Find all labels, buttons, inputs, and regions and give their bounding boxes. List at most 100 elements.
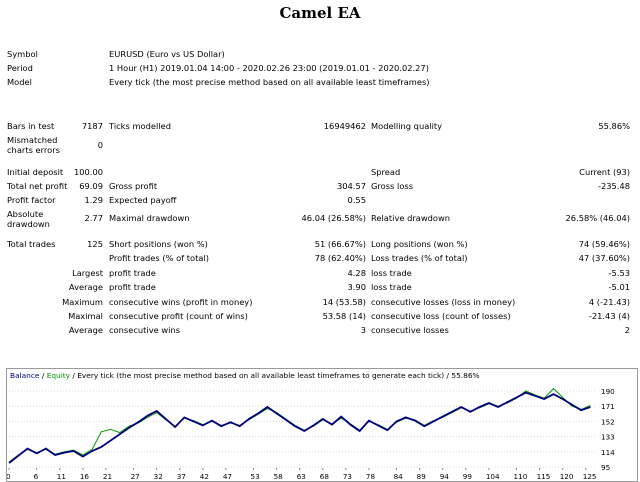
absolute-drawdown-label-1: Absolute bbox=[7, 209, 44, 219]
x-tick-label: 27 bbox=[131, 472, 140, 481]
ticks-label: Ticks modelled bbox=[109, 121, 171, 131]
x-tick-label: 0 bbox=[7, 472, 11, 481]
net-profit-value: 69.09 bbox=[79, 181, 103, 191]
x-tick-label: 37 bbox=[177, 472, 186, 481]
short-positions-value: 51 (66.67%) bbox=[314, 239, 366, 249]
maximal-consecutive-loss-label: consecutive loss (count of losses) bbox=[371, 311, 511, 321]
period-label: Period bbox=[7, 63, 33, 73]
x-tick-label: 84 bbox=[394, 472, 404, 481]
average-profit-label: profit trade bbox=[109, 282, 156, 292]
deposit-value: 100.00 bbox=[73, 167, 103, 177]
maximum-label: Maximum bbox=[62, 297, 103, 307]
x-tick-label: 11 bbox=[57, 472, 66, 481]
average-profit-value: 3.90 bbox=[347, 282, 366, 292]
gross-profit-value: 304.57 bbox=[336, 181, 366, 191]
deposit-label: Initial deposit bbox=[7, 167, 64, 177]
legend-description: / Every tick (the most precise method ba… bbox=[70, 371, 480, 380]
x-tick-label: 120 bbox=[560, 472, 574, 481]
x-tick-label: 89 bbox=[417, 472, 427, 481]
profit-trades-value: 78 (62.40%) bbox=[314, 253, 366, 263]
x-tick-label: 6 bbox=[34, 472, 39, 481]
max-consecutive-wins-value: 14 (53.58) bbox=[322, 297, 366, 307]
balance-line bbox=[8, 391, 591, 464]
x-tick-label: 78 bbox=[366, 472, 376, 481]
loss-trades-label: Loss trades (% of total) bbox=[371, 253, 468, 263]
spread-label: Spread bbox=[371, 167, 401, 177]
relative-drawdown-value: 26.58% (46.04) bbox=[565, 213, 631, 223]
model-label: Model bbox=[7, 77, 32, 87]
x-tick-label: 104 bbox=[486, 472, 500, 481]
x-tick-label: 16 bbox=[80, 472, 90, 481]
expected-payoff-value: 0.55 bbox=[347, 195, 366, 205]
y-tick-label: 133 bbox=[601, 433, 615, 442]
profit-trades-label: Profit trades (% of total) bbox=[109, 253, 209, 263]
ticks-value: 16949462 bbox=[323, 121, 366, 131]
legend-equity: Equity bbox=[46, 371, 71, 380]
x-tick-label: 125 bbox=[583, 472, 597, 481]
average-label: Average bbox=[68, 282, 103, 292]
gross-loss-value: -235.48 bbox=[597, 181, 630, 191]
legend-separator: / bbox=[39, 371, 47, 380]
absolute-drawdown-value: 2.77 bbox=[84, 213, 103, 223]
largest-loss-label: loss trade bbox=[371, 268, 412, 278]
x-tick-label: 32 bbox=[154, 472, 163, 481]
y-tick-label: 171 bbox=[601, 402, 615, 411]
relative-drawdown-label: Relative drawdown bbox=[371, 213, 451, 223]
profit-factor-value: 1.29 bbox=[84, 195, 103, 205]
maximal-consecutive-profit-label: consecutive profit (count of wins) bbox=[109, 311, 248, 321]
y-tick-label: 95 bbox=[601, 463, 610, 472]
net-profit-label: Total net profit bbox=[7, 181, 68, 191]
equity-line bbox=[8, 387, 591, 463]
average-consecutive-wins-label: consecutive wins bbox=[109, 325, 181, 335]
largest-label: Largest bbox=[72, 268, 103, 278]
model-value: Every tick (the most precise method base… bbox=[109, 77, 430, 87]
y-tick-label: 152 bbox=[601, 417, 615, 426]
total-trades-label: Total trades bbox=[7, 239, 56, 249]
symbol-label: Symbol bbox=[7, 49, 38, 59]
gross-loss-label: Gross loss bbox=[371, 181, 414, 191]
largest-profit-label: profit trade bbox=[109, 268, 156, 278]
long-positions-label: Long positions (won %) bbox=[371, 239, 468, 249]
chart-legend: Balance / Equity / Every tick (the most … bbox=[10, 371, 480, 380]
maximal-label: Maximal bbox=[68, 311, 103, 321]
x-tick-label: 94 bbox=[440, 472, 450, 481]
legend-balance: Balance bbox=[10, 371, 40, 380]
average-consecutive-wins-value: 3 bbox=[360, 325, 366, 335]
y-tick-label: 114 bbox=[601, 448, 615, 457]
x-tick-label: 99 bbox=[463, 472, 473, 481]
max-consecutive-losses-value: 4 (-21.43) bbox=[588, 297, 630, 307]
symbol-value: EURUSD (Euro vs US Dollar) bbox=[109, 49, 225, 59]
x-tick-label: 63 bbox=[297, 472, 306, 481]
x-tick-label: 68 bbox=[320, 472, 330, 481]
x-tick-label: 47 bbox=[223, 472, 232, 481]
maximal-consecutive-loss-value: -21.43 (4) bbox=[588, 311, 630, 321]
expected-payoff-label: Expected payoff bbox=[109, 195, 177, 205]
quality-label: Modelling quality bbox=[371, 121, 443, 131]
x-tick-label: 110 bbox=[514, 472, 528, 481]
bars-label: Bars in test bbox=[7, 121, 55, 131]
period-value: 1 Hour (H1) 2019.01.04 14:00 - 2020.02.2… bbox=[109, 63, 429, 73]
balance-equity-chart: Balance / Equity / Every tick (the most … bbox=[6, 368, 638, 482]
report-title: Camel EA bbox=[279, 4, 361, 22]
max-consecutive-wins-label: consecutive wins (profit in money) bbox=[109, 297, 253, 307]
x-tick-label: 58 bbox=[274, 472, 284, 481]
average-consecutive-losses-value: 2 bbox=[624, 325, 630, 335]
max-consecutive-losses-label: consecutive losses (loss in money) bbox=[371, 297, 516, 307]
y-tick-label: 190 bbox=[601, 387, 615, 396]
average-loss-label: loss trade bbox=[371, 282, 412, 292]
gross-profit-label: Gross profit bbox=[109, 181, 158, 191]
absolute-drawdown-label-2: drawdown bbox=[7, 219, 50, 229]
x-tick-label: 53 bbox=[251, 472, 260, 481]
bars-value: 7187 bbox=[81, 121, 103, 131]
maximal-drawdown-value: 46.04 (26.58%) bbox=[301, 213, 367, 223]
total-trades-value: 125 bbox=[87, 239, 103, 249]
x-tick-label: 73 bbox=[343, 472, 352, 481]
largest-profit-value: 4.28 bbox=[347, 268, 366, 278]
long-positions-value: 74 (59.46%) bbox=[578, 239, 630, 249]
chart-plot: 95 114 133 152 171 190 0 6 11 16 21 27 32 37 42 47 53 58 6… bbox=[7, 387, 615, 481]
mismatch-value: 0 bbox=[97, 140, 103, 150]
x-tick-label: 42 bbox=[200, 472, 209, 481]
maximal-consecutive-profit-value: 53.58 (14) bbox=[322, 311, 366, 321]
average2-label: Average bbox=[68, 325, 103, 335]
x-tick-label: 115 bbox=[537, 472, 551, 481]
